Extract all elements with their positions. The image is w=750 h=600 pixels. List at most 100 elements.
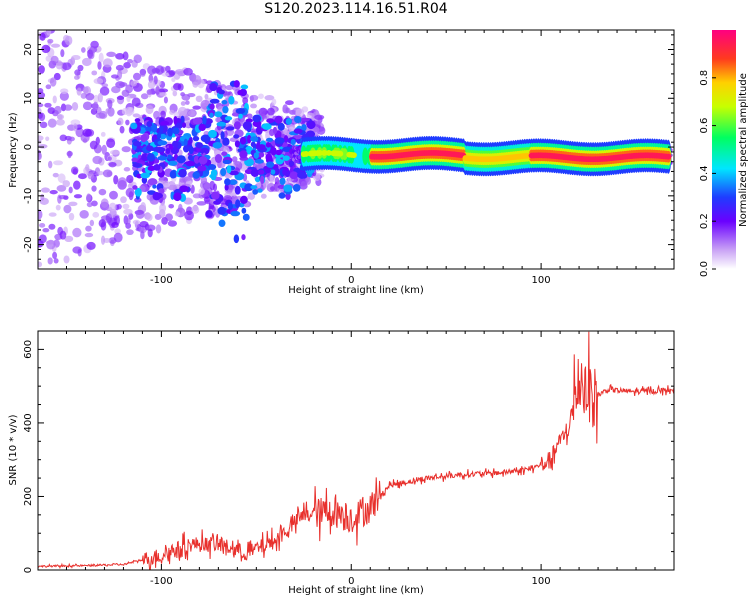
spectrogram-blob: [187, 154, 193, 161]
spectrogram-blob: [147, 178, 158, 186]
spectrogram-blob: [68, 201, 78, 207]
spectrogram-blob: [73, 123, 78, 132]
spectrogram-blob: [247, 192, 256, 200]
spectrogram-blob: [200, 147, 210, 155]
spectrogram-band: [341, 148, 348, 160]
spectrogram-blob: [174, 211, 181, 217]
spectrogram-blob: [92, 155, 103, 165]
spectrogram-blob: [285, 100, 294, 106]
spectrogram-blob: [228, 179, 238, 185]
spectrogram-blob: [76, 87, 82, 96]
spectrogram-blob: [107, 99, 113, 109]
spectrogram-blob: [126, 229, 134, 236]
spectrogram-blob: [185, 100, 190, 105]
spectrogram-blob: [234, 185, 241, 195]
spectrogram-blob: [60, 88, 69, 94]
snr-xlabel: Height of straight line (km): [288, 585, 424, 596]
spectrogram-blob: [171, 77, 176, 83]
spectrogram-blob: [108, 161, 117, 168]
spectrogram-blob: [294, 116, 302, 124]
spectrogram-blob: [98, 188, 107, 196]
spectrogram-blob: [214, 154, 223, 164]
spectrogram-blob: [58, 194, 68, 200]
spectrogram-blob: [246, 134, 252, 144]
spectrogram-blob: [50, 43, 61, 48]
spectrogram-blob: [85, 92, 95, 101]
spectrogram-blob: [270, 146, 277, 156]
spectrogram-blob: [253, 152, 260, 159]
spectrogram-blob: [146, 89, 153, 95]
spectrogram-blob: [293, 128, 303, 134]
spectrogram-blob: [188, 145, 194, 155]
spectrogram-xlabel: Height of straight line (km): [288, 285, 424, 296]
spectrogram-blob: [195, 95, 203, 103]
spectrogram-blob: [228, 170, 239, 176]
spectrogram-blob: [101, 83, 109, 88]
colorbar: [712, 30, 736, 269]
spectrogram-blob: [181, 93, 191, 101]
spectrogram-blob: [106, 138, 116, 149]
spectrogram-blob: [55, 118, 65, 126]
spectrogram-blob: [210, 169, 218, 177]
spectrogram-blob: [226, 165, 232, 174]
spectrogram-band: [303, 151, 310, 157]
spectrogram-blob: [80, 92, 87, 99]
spectrogram-blob: [130, 80, 138, 87]
spectrogram-blob: [202, 115, 207, 125]
snr-ylabel: SNR (10 * v/v): [8, 414, 19, 485]
spectrogram-blob: [282, 107, 291, 114]
spectrogram-blob: [283, 184, 293, 192]
spectrogram-blob: [38, 135, 44, 141]
spectrogram-blob: [38, 107, 42, 114]
spectrogram-blob: [159, 203, 167, 214]
spectrogram-blob: [160, 110, 166, 119]
spectrogram-blob: [105, 108, 111, 114]
spectrogram-blob: [101, 144, 107, 155]
spectrogram-blob: [218, 89, 225, 95]
spectrogram-blob: [87, 49, 94, 59]
spectrogram-blob: [38, 91, 46, 99]
spectrogram-blob: [39, 222, 46, 228]
spectrogram-blob: [117, 117, 124, 126]
spectrogram-blob: [160, 120, 170, 126]
spectrogram-xtick-label: 100: [532, 275, 551, 286]
spectrogram-blob: [68, 136, 75, 142]
spectrogram-blob: [74, 69, 81, 76]
spectrogram-ylabel: Frequency (Hz): [8, 112, 19, 188]
spectrogram-blob: [77, 64, 84, 72]
spectrogram-blob: [191, 205, 200, 214]
spectrogram-blob: [205, 210, 213, 218]
spectrogram-blob: [122, 51, 129, 61]
spectrogram-blob: [62, 180, 70, 188]
spectrogram-blob: [249, 95, 254, 103]
spectrogram-blob: [108, 202, 117, 212]
spectrogram-blob: [107, 156, 112, 161]
spectrogram-blob: [224, 178, 231, 186]
spectrogram-blob: [38, 261, 43, 268]
spectrogram-blob: [60, 49, 65, 58]
spectrogram-blob: [147, 153, 155, 162]
spectrogram-blob: [222, 159, 232, 165]
spectrogram-blob: [275, 149, 283, 156]
spectrogram-blob: [53, 72, 61, 81]
spectrogram-blob: [252, 189, 259, 195]
spectrogram-blob: [125, 119, 130, 126]
spectrogram-blob: [250, 136, 259, 142]
spectrogram-blob: [157, 140, 168, 146]
spectrogram-blob: [192, 135, 200, 142]
snr-axes: -100 0 100 0 200 400 600: [23, 330, 674, 587]
spectrogram-blob: [63, 104, 73, 111]
spectrogram-ytick-label: 0: [23, 144, 34, 150]
colorbar-tick-label: 0.0: [699, 261, 710, 277]
spectrogram-blob: [73, 75, 80, 80]
spectrogram-blob: [172, 90, 178, 97]
spectrogram-blob: [168, 204, 175, 209]
spectrogram-blob: [109, 190, 118, 200]
spectrogram-blob: [271, 98, 277, 106]
spectrogram-blob: [220, 168, 227, 177]
spectrogram-blob: [272, 126, 278, 135]
spectrogram-blob: [209, 98, 220, 104]
colorbar-ticks: 0.0 0.2 0.4 0.6 0.8: [699, 70, 716, 277]
spectrogram-blob: [172, 83, 182, 91]
spectrogram-blob: [132, 113, 141, 118]
